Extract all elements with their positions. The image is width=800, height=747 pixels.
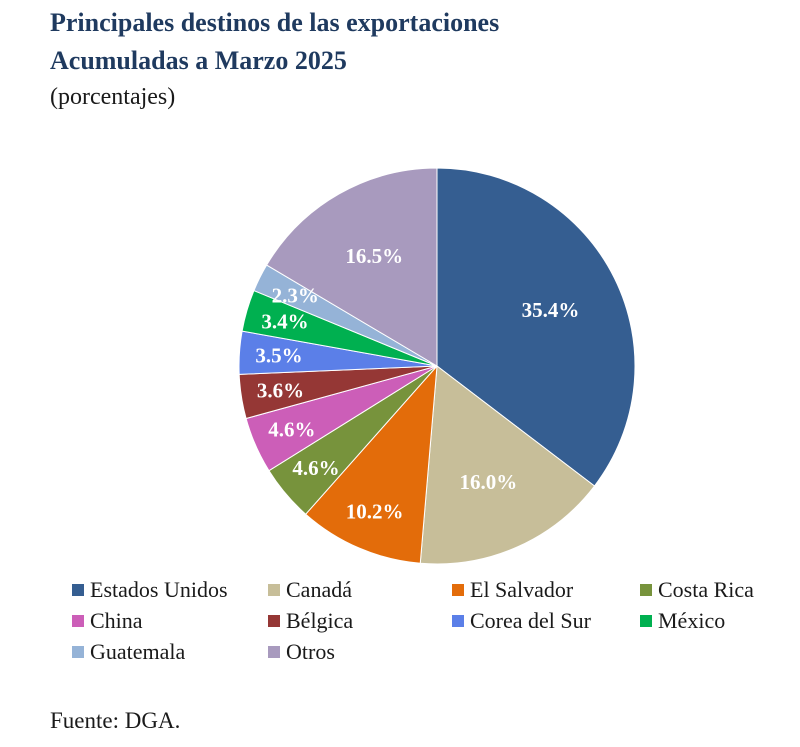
legend-swatch [72, 615, 84, 627]
legend-label: Corea del Sur [470, 608, 591, 633]
legend-swatch [72, 646, 84, 658]
pie-slice-el-salvador [304, 364, 438, 564]
legend-item-bélgica: Bélgica [268, 606, 353, 636]
chart-subtitle: (porcentajes) [50, 84, 176, 110]
data-label-méxico: 3.4% [261, 310, 308, 334]
legend-swatch [640, 615, 652, 627]
legend-label: Canadá [286, 577, 352, 602]
legend-label: México [658, 608, 726, 633]
legend-item-corea-del-sur: Corea del Sur [452, 606, 591, 636]
chart-title-line-1: Principales destinos de las exportacione… [50, 8, 500, 37]
legend-swatch [268, 615, 280, 627]
chart-title-line-2: Acumuladas a Marzo 2025 [50, 46, 347, 75]
legend-swatch [72, 584, 84, 596]
legend-item-guatemala: Guatemala [72, 637, 185, 667]
data-label-corea-del-sur: 3.5% [255, 343, 302, 367]
data-label-otros: 16.5% [345, 244, 403, 268]
data-label-costa-rica: 4.6% [292, 456, 339, 480]
legend-label: Otros [286, 639, 335, 664]
legend-swatch [268, 646, 280, 658]
source-note: Fuente: DGA. [50, 708, 181, 733]
legend-label: Bélgica [286, 608, 354, 633]
legend-swatch [452, 584, 464, 596]
pie-slices [238, 167, 636, 565]
data-label-bélgica: 3.6% [257, 379, 304, 403]
legend-label: China [90, 608, 143, 633]
legend-label: Costa Rica [658, 577, 754, 602]
pie-data-labels: 35.4% 16.0% 10.2% 4.6% 4.6% 3.6% 3.5% 3.4% 2.3% 1… [255, 244, 579, 524]
data-label-canadá: 16.0% [459, 470, 517, 494]
data-label-estados-unidos: 35.4% [522, 298, 580, 322]
legend-swatch [452, 615, 464, 627]
legend-item-china: China [72, 606, 143, 636]
legend-item-otros: Otros [268, 637, 335, 667]
pie-slice-canadá [419, 365, 596, 565]
legend-item-costa-rica: Costa Rica [640, 575, 754, 605]
legend-label: El Salvador [470, 577, 574, 602]
legend-item-méxico: México [640, 606, 725, 636]
legend-item-el-salvador: El Salvador [452, 575, 573, 605]
legend-swatch [640, 584, 652, 596]
pie-slice-otros [265, 167, 438, 367]
legend-item-canadá: Canadá [268, 575, 352, 605]
legend-label: Estados Unidos [90, 577, 228, 602]
legend-item-estados-unidos: Estados Unidos [72, 575, 228, 605]
legend-swatch [268, 584, 280, 596]
data-label-guatemala: 2.3% [272, 283, 319, 307]
legend-label: Guatemala [90, 639, 186, 664]
data-label-el-salvador: 10.2% [346, 500, 404, 524]
pie-slice-estados-unidos [436, 167, 636, 487]
data-label-china: 4.6% [268, 418, 315, 442]
